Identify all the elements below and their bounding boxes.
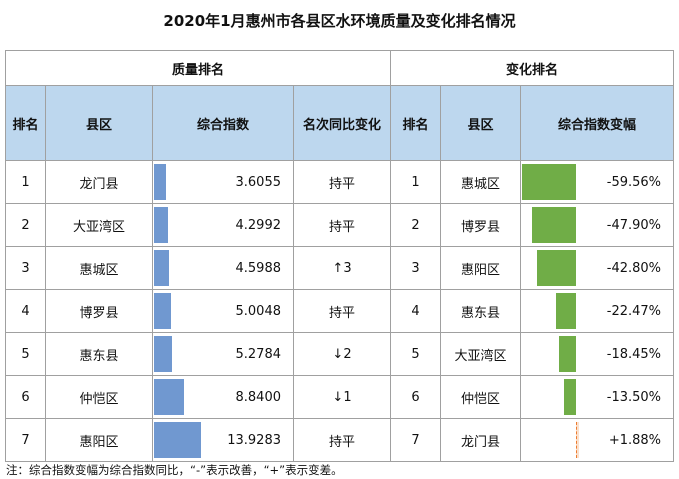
cell: 2 (5, 203, 46, 247)
cell: -47.90% (520, 203, 675, 247)
cell: 惠阳区 (440, 246, 522, 290)
cell: ↓2 (292, 332, 392, 376)
cell: 大亚湾区 (45, 203, 153, 247)
cell: 5.2784 (152, 332, 294, 376)
cell-text: +1.88% (608, 432, 662, 448)
cell: -22.47% (520, 289, 675, 333)
cell: 持平 (292, 203, 392, 247)
column-header: 县区 (440, 85, 522, 161)
index-bar (154, 164, 167, 200)
row: 7 惠阳区 13.9283 持平 7 龙门县 +1.88% (5, 418, 675, 462)
cell: 惠城区 (440, 160, 522, 204)
cell: 8.8400 (152, 375, 294, 419)
cell-text: 13.9283 (227, 432, 281, 448)
row: 3 惠城区 4.5988 ↑3 3 惠阳区 -42.80% (5, 246, 675, 290)
index-bar (154, 379, 184, 415)
cell: 3.6055 (152, 160, 294, 204)
cell-text: -42.80% (606, 260, 662, 276)
cell: 博罗县 (45, 289, 153, 333)
cell: 6 (5, 375, 46, 419)
cell: 2 (390, 203, 442, 247)
row: 6 仲恺区 8.8400 ↓1 6 仲恺区 -13.50% (5, 375, 675, 419)
cell: 4.2992 (152, 203, 294, 247)
cell: 惠阳区 (45, 418, 153, 462)
change-bar (559, 336, 576, 372)
group-header: 质量排名 (4, 50, 392, 86)
index-bar (154, 207, 169, 243)
cell: 5 (390, 332, 442, 376)
column-header: 排名 (5, 85, 46, 161)
change-bar (537, 250, 576, 286)
cell: 惠东县 (440, 289, 522, 333)
cell: 4 (390, 289, 442, 333)
cell: 持平 (292, 418, 392, 462)
index-bar (154, 336, 172, 372)
row: 2 大亚湾区 4.2992 持平 2 博罗县 -47.90% (5, 203, 675, 247)
cell: ↑3 (292, 246, 392, 290)
change-bar (521, 164, 576, 200)
row: 1 龙门县 3.6055 持平 1 惠城区 -59.56% (5, 160, 675, 204)
row: 4 博罗县 5.0048 持平 4 惠东县 -22.47% (5, 289, 675, 333)
cell: 7 (390, 418, 442, 462)
change-bar (532, 207, 576, 243)
note: 注：综合指数变幅为综合指数同比，“-”表示改善，“+”表示变差。 (6, 463, 343, 477)
cell: -13.50% (520, 375, 675, 419)
cell: 仲恺区 (45, 375, 153, 419)
ranking-table: 质量排名 变化排名 排名 县区 综合指数 名次同比变化 排名 县区 综合指数变幅 1 龙门县 3.… (4, 50, 675, 462)
cell: 7 (5, 418, 46, 462)
cell-text: -47.90% (606, 217, 662, 233)
cell: 大亚湾区 (440, 332, 522, 376)
cell-text: -13.50% (606, 389, 662, 405)
cell-text: 5.2784 (235, 346, 282, 362)
cell: 3 (5, 246, 46, 290)
index-bar (154, 250, 170, 286)
cell: 1 (5, 160, 46, 204)
cell: -42.80% (520, 246, 675, 290)
cell: 惠城区 (45, 246, 153, 290)
cell: 博罗县 (440, 203, 522, 247)
column-header: 县区 (45, 85, 153, 161)
cell: ↓1 (292, 375, 392, 419)
cell: 1 (390, 160, 442, 204)
column-header: 综合指数 (152, 85, 294, 161)
cell-text: -18.45% (606, 346, 662, 362)
index-bar (154, 293, 171, 329)
cell: 仲恺区 (440, 375, 522, 419)
group-header: 变化排名 (390, 50, 675, 86)
change-bar (576, 422, 579, 458)
cell-text: 3.6055 (235, 174, 282, 190)
cell: 6 (390, 375, 442, 419)
cell-text: -59.56% (606, 174, 662, 190)
cell-text: 4.2992 (235, 217, 282, 233)
row: 5 惠东县 5.2784 ↓2 5 大亚湾区 -18.45% (5, 332, 675, 376)
cell: 5.0048 (152, 289, 294, 333)
cell: 4.5988 (152, 246, 294, 290)
change-bar (555, 293, 576, 329)
cell-text: -22.47% (606, 303, 662, 319)
cell: -18.45% (520, 332, 675, 376)
column-header: 名次同比变化 (292, 85, 392, 161)
column-header: 排名 (390, 85, 442, 161)
cell: 龙门县 (45, 160, 153, 204)
cell: 龙门县 (440, 418, 522, 462)
cell: +1.88% (520, 418, 675, 462)
cell: 持平 (292, 160, 392, 204)
cell: 3 (390, 246, 442, 290)
cell-text: 5.0048 (235, 303, 282, 319)
cell: 持平 (292, 289, 392, 333)
cell: 4 (5, 289, 46, 333)
cell: 13.9283 (152, 418, 294, 462)
cell: 惠东县 (45, 332, 153, 376)
cell-text: 4.5988 (235, 260, 282, 276)
title: 2020年1月惠州市各县区水环境质量及变化排名情况 (163, 12, 516, 30)
column-header: 综合指数变幅 (520, 85, 675, 161)
change-bar (563, 379, 576, 415)
index-bar (154, 422, 201, 458)
cell: 5 (5, 332, 46, 376)
cell: -59.56% (520, 160, 675, 204)
cell-text: 8.8400 (235, 389, 282, 405)
